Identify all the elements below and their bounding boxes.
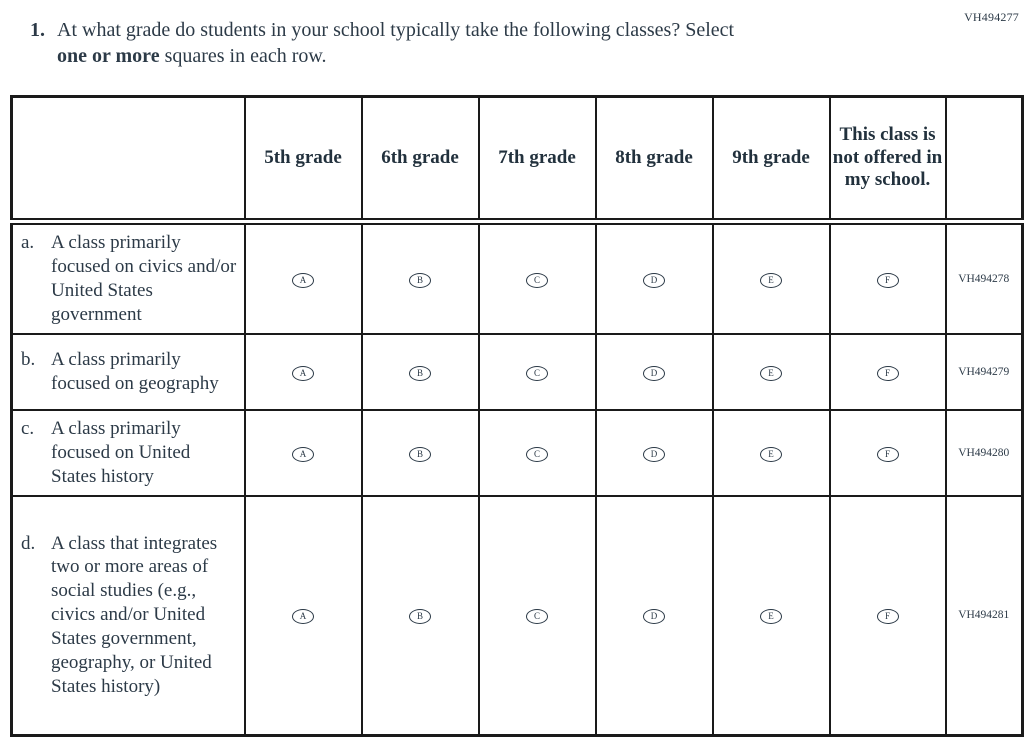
table-row-c: c. A class primarily focused on United S… — [10, 408, 1024, 497]
form-code-top-right: VH494277 — [964, 10, 1019, 24]
row-a-option-c-bubble[interactable]: C — [526, 272, 548, 288]
row-c-label-cell: c. A class primarily focused on United S… — [10, 408, 246, 497]
row-c-cell-9th: E — [711, 408, 831, 497]
row-c-cell-not-offered: F — [828, 408, 947, 497]
question-text: At what grade do students in your school… — [57, 18, 930, 69]
row-a-cell-5th: A — [243, 220, 363, 335]
question-1: 1. At what grade do students in your sch… — [30, 18, 930, 69]
question-line-2: one or more squares in each row. — [57, 44, 930, 70]
row-a-cell-not-offered: F — [828, 220, 947, 335]
row-d-option-b-bubble[interactable]: B — [409, 609, 431, 625]
row-d-option-a-bubble[interactable]: A — [292, 609, 314, 625]
header-7th-grade: 7th grade — [477, 95, 597, 225]
row-a-code: VH494278 — [944, 220, 1024, 335]
row-b-option-c-bubble[interactable]: C — [526, 365, 548, 381]
row-b-cell-7th: C — [477, 332, 597, 411]
row-a-option-b-bubble[interactable]: B — [409, 272, 431, 288]
row-d-option-f-bubble[interactable]: F — [876, 609, 899, 625]
row-a-option-a-bubble[interactable]: A — [292, 272, 314, 288]
row-c-cell-6th: B — [360, 408, 480, 497]
row-b-letter: b. — [21, 348, 36, 370]
row-b-option-e-bubble[interactable]: E — [760, 365, 782, 381]
table-row-b: b. A class primarily focused on geograph… — [10, 332, 1024, 411]
row-c-code: VH494280 — [944, 408, 1024, 497]
row-c-option-a-bubble[interactable]: A — [292, 446, 314, 462]
row-d-label: A class that integrates two or more area… — [51, 532, 218, 698]
row-b-cell-6th: B — [360, 332, 480, 411]
row-a-cell-6th: B — [360, 220, 480, 335]
row-b-option-d-bubble[interactable]: D — [643, 365, 665, 381]
row-a-cell-7th: C — [477, 220, 597, 335]
row-c-cell-8th: D — [594, 408, 714, 497]
row-d-label-cell: d. A class that integrates two or more a… — [10, 494, 246, 737]
row-b-option-f-bubble[interactable]: F — [876, 365, 899, 381]
row-c-option-d-bubble[interactable]: D — [643, 446, 665, 462]
question-line-1: At what grade do students in your school… — [57, 19, 735, 41]
row-d-cell-9th: E — [711, 494, 831, 737]
table-row-d: d. A class that integrates two or more a… — [10, 494, 1024, 737]
row-c-option-f-bubble[interactable]: F — [876, 446, 899, 462]
row-b-label: A class primarily focused on geography — [51, 348, 219, 394]
row-c-option-c-bubble[interactable]: C — [526, 446, 548, 462]
row-b-cell-8th: D — [594, 332, 714, 411]
row-a-cell-8th: D — [594, 220, 714, 335]
row-a-option-d-bubble[interactable]: D — [643, 272, 665, 288]
row-b-cell-5th: A — [243, 332, 363, 411]
row-b-cell-not-offered: F — [828, 332, 947, 411]
header-8th-grade: 8th grade — [594, 95, 714, 225]
table-header-row: 5th grade 6th grade 7th grade 8th grade … — [10, 95, 1024, 225]
header-not-offered: This class is not offered in my school. — [828, 95, 947, 225]
row-c-cell-5th: A — [243, 408, 363, 497]
row-a-letter: a. — [21, 232, 35, 253]
row-d-option-d-bubble[interactable]: D — [643, 609, 665, 625]
row-a-option-f-bubble[interactable]: F — [876, 272, 899, 288]
row-b-code: VH494279 — [944, 332, 1024, 411]
header-6th-grade: 6th grade — [360, 95, 480, 225]
row-b-option-b-bubble[interactable]: B — [409, 365, 431, 381]
row-a-label: A class primarily focused on civics and/… — [51, 232, 237, 325]
row-d-cell-not-offered: F — [828, 494, 947, 737]
row-c-label: A class primarily focused on United Stat… — [51, 417, 191, 487]
header-5th-grade: 5th grade — [243, 95, 363, 225]
row-d-cell-7th: C — [477, 494, 597, 737]
row-d-cell-8th: D — [594, 494, 714, 737]
row-d-letter: d. — [21, 532, 36, 554]
row-b-option-a-bubble[interactable]: A — [292, 365, 314, 381]
row-a-cell-9th: E — [711, 220, 831, 335]
row-c-letter: c. — [21, 417, 35, 439]
row-b-label-cell: b. A class primarily focused on geograph… — [10, 332, 246, 411]
row-d-option-c-bubble[interactable]: C — [526, 609, 548, 625]
table-row-a: a. A class primarily focused on civics a… — [10, 220, 1024, 335]
row-d-option-e-bubble[interactable]: E — [760, 609, 782, 625]
row-c-option-e-bubble[interactable]: E — [760, 446, 782, 462]
row-d-cell-6th: B — [360, 494, 480, 737]
question-line-2-rest: squares in each row. — [159, 44, 327, 67]
row-d-code: VH494281 — [944, 494, 1024, 737]
row-c-option-b-bubble[interactable]: B — [409, 446, 431, 462]
header-code-column — [944, 95, 1024, 225]
row-d-cell-5th: A — [243, 494, 363, 737]
row-c-cell-7th: C — [477, 408, 597, 497]
question-emphasis: one or more — [57, 44, 160, 67]
row-a-option-e-bubble[interactable]: E — [760, 272, 782, 288]
question-number: 1. — [30, 19, 45, 41]
row-a-label-cell: a. A class primarily focused on civics a… — [10, 220, 246, 335]
row-b-cell-9th: E — [711, 332, 831, 411]
grade-selection-table: 5th grade 6th grade 7th grade 8th grade … — [10, 95, 1024, 737]
header-empty-cell — [10, 95, 246, 225]
header-9th-grade: 9th grade — [711, 95, 831, 225]
